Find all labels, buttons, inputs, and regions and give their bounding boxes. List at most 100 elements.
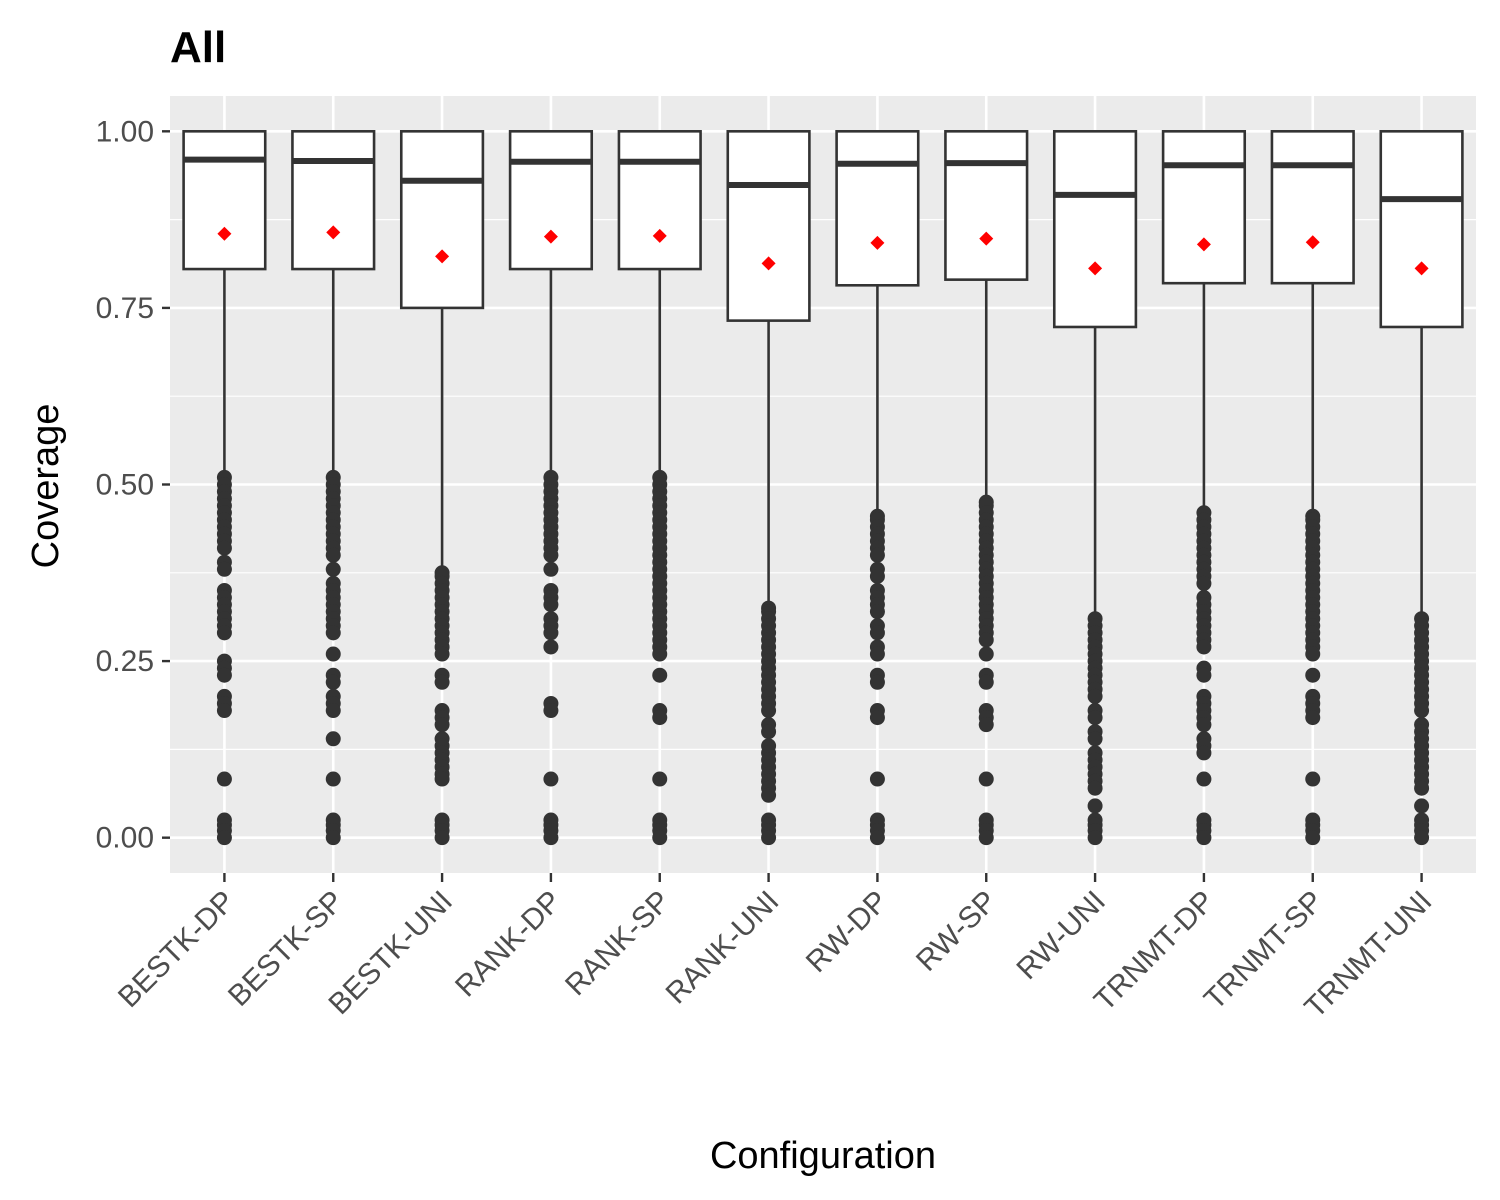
outlier-point xyxy=(978,830,994,846)
y-axis-title: Coverage xyxy=(25,404,67,569)
outlier-point xyxy=(434,717,450,733)
outlier-point xyxy=(1196,771,1212,787)
outlier-point xyxy=(869,625,885,641)
box-body xyxy=(617,130,702,271)
outlier-point xyxy=(216,771,232,787)
outlier-point xyxy=(1196,575,1212,591)
outlier-point xyxy=(216,561,232,577)
outlier-point xyxy=(325,547,341,563)
outlier-point xyxy=(434,646,450,662)
outlier-point xyxy=(543,830,559,846)
x-tick-label: BESTK-DP xyxy=(112,885,241,1014)
outlier-point xyxy=(1087,688,1103,704)
y-tick-label: 0.50 xyxy=(96,469,154,502)
y-tick-label: 0.25 xyxy=(96,645,154,678)
outlier-point xyxy=(1196,830,1212,846)
outlier-point xyxy=(869,710,885,726)
outlier-point xyxy=(216,625,232,641)
x-tick-label: RANK-SP xyxy=(559,885,677,1003)
mean-marker xyxy=(1414,261,1429,276)
outlier-point xyxy=(869,771,885,787)
outlier-point xyxy=(1305,646,1321,662)
y-tick-label: 0.75 xyxy=(96,292,154,325)
x-tick-label: RW-SP xyxy=(910,885,1003,978)
outlier-point xyxy=(761,787,777,803)
outlier-point xyxy=(325,674,341,690)
mean-marker xyxy=(217,226,232,241)
outlier-point xyxy=(216,667,232,683)
outlier-point xyxy=(761,724,777,740)
outlier-point xyxy=(1414,703,1430,719)
outlier-point xyxy=(1414,830,1430,846)
outlier-point xyxy=(543,639,559,655)
outlier-point xyxy=(869,830,885,846)
outlier-point xyxy=(1087,830,1103,846)
outlier-point xyxy=(652,771,668,787)
outlier-point xyxy=(978,632,994,648)
box-rank-sp xyxy=(617,130,702,846)
outlier-point xyxy=(325,646,341,662)
mean-marker xyxy=(1196,237,1211,252)
box-body xyxy=(1379,130,1464,329)
outlier-point xyxy=(978,717,994,733)
x-tick-label: RANK-DP xyxy=(449,885,568,1004)
chart-title: All xyxy=(170,23,226,72)
box-series xyxy=(182,130,1464,846)
outlier-point xyxy=(325,771,341,787)
outlier-point xyxy=(652,830,668,846)
outlier-point xyxy=(543,547,559,563)
box-rank-dp xyxy=(508,130,594,846)
x-tick-label: RANK-UNI xyxy=(660,885,786,1011)
outlier-point xyxy=(434,674,450,690)
outlier-point xyxy=(543,625,559,641)
mean-marker xyxy=(652,228,667,243)
outlier-point xyxy=(1196,745,1212,761)
outlier-point xyxy=(761,830,777,846)
mean-marker xyxy=(543,229,558,244)
mean-marker xyxy=(979,231,994,246)
box-body xyxy=(182,130,267,271)
outlier-point xyxy=(1305,771,1321,787)
outlier-point xyxy=(978,674,994,690)
outlier-point xyxy=(434,771,450,787)
outlier-point xyxy=(978,646,994,662)
outlier-point xyxy=(869,568,885,584)
box-trnmt-uni xyxy=(1379,130,1464,846)
outlier-point xyxy=(652,667,668,683)
outlier-point xyxy=(1087,798,1103,814)
outlier-point xyxy=(216,703,232,719)
outlier-point xyxy=(216,540,232,556)
outlier-point xyxy=(652,710,668,726)
box-body xyxy=(835,130,920,287)
box-trnmt-sp xyxy=(1270,130,1355,846)
mean-marker xyxy=(761,256,776,271)
outlier-point xyxy=(761,703,777,719)
outlier-point xyxy=(1196,639,1212,655)
outlier-point xyxy=(1196,717,1212,733)
box-body xyxy=(291,130,376,271)
box-trnmt-dp xyxy=(1161,130,1247,846)
x-tick-label: RW-DP xyxy=(800,885,894,979)
box-rw-dp xyxy=(835,130,920,846)
box-bestk-uni xyxy=(399,130,485,846)
outlier-point xyxy=(325,830,341,846)
mean-marker xyxy=(1305,235,1320,250)
x-axis-title: Configuration xyxy=(710,1135,936,1177)
outlier-point xyxy=(1414,798,1430,814)
outlier-point xyxy=(869,547,885,563)
outlier-point xyxy=(543,703,559,719)
box-body xyxy=(726,130,811,322)
outlier-point xyxy=(543,561,559,577)
outlier-point xyxy=(434,830,450,846)
box-bestk-sp xyxy=(291,130,376,846)
box-body xyxy=(944,130,1029,281)
outlier-point xyxy=(652,646,668,662)
y-tick-label: 1.00 xyxy=(96,115,154,148)
outlier-point xyxy=(1196,667,1212,683)
outlier-point xyxy=(1414,780,1430,796)
box-body xyxy=(508,130,594,271)
outlier-point xyxy=(869,604,885,620)
outlier-point xyxy=(325,731,341,747)
box-body xyxy=(1052,130,1138,329)
